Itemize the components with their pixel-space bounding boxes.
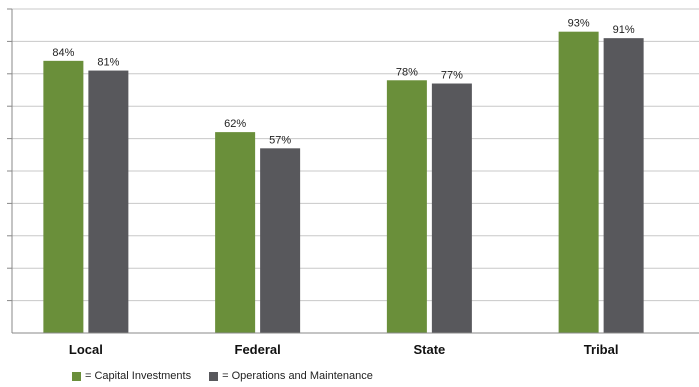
category-label-state: State bbox=[413, 342, 445, 357]
value-labels: 84% 81% 62% 57% 78% 77% 93% 91% bbox=[52, 18, 634, 147]
value-label-local-capital: 84% bbox=[52, 47, 74, 59]
bar-state-operations bbox=[431, 83, 472, 334]
category-label-tribal: Tribal bbox=[584, 342, 619, 357]
bar-tribal-operations bbox=[603, 38, 644, 333]
bar-local-capital bbox=[43, 60, 84, 334]
category-labels: Local Federal State Tribal bbox=[69, 342, 619, 357]
value-label-state-capital: 78% bbox=[396, 66, 418, 78]
value-label-tribal-operations: 91% bbox=[613, 24, 635, 36]
legend-label-capital-investments: = Capital Investments bbox=[85, 370, 192, 382]
legend-label-operations-maintenance: = Operations and Maintenance bbox=[222, 370, 373, 382]
value-label-federal-capital: 62% bbox=[224, 118, 246, 130]
legend-swatch-operations-maintenance bbox=[209, 371, 219, 381]
bar-local-operations bbox=[88, 70, 129, 333]
legend-item-operations-maintenance: = Operations and Maintenance bbox=[209, 370, 373, 382]
bar-federal-operations bbox=[260, 148, 301, 333]
legend: = Capital Investments = Operations and M… bbox=[72, 370, 373, 382]
bar-state-capital bbox=[386, 80, 427, 333]
value-label-federal-operations: 57% bbox=[269, 134, 291, 146]
bar-tribal-capital bbox=[558, 31, 599, 334]
legend-swatch-capital-investments bbox=[72, 371, 81, 381]
legend-item-capital-investments: = Capital Investments bbox=[72, 370, 191, 382]
value-label-local-operations: 81% bbox=[97, 57, 119, 69]
category-label-local: Local bbox=[69, 342, 103, 357]
bars bbox=[43, 31, 644, 334]
category-label-federal: Federal bbox=[235, 342, 281, 357]
value-label-state-operations: 77% bbox=[441, 70, 463, 82]
bar-federal-capital bbox=[215, 132, 256, 333]
value-label-tribal-capital: 93% bbox=[568, 18, 590, 30]
